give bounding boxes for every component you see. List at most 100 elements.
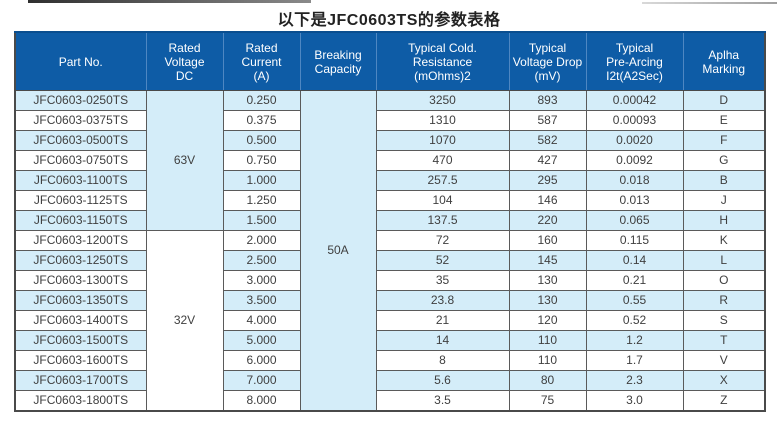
pre-arcing-cell: 3.0 — [585, 390, 684, 412]
cold-resistance-cell: 8 — [375, 350, 510, 371]
table-row: JFC0603-1400TS 4.000 21 120 0.52 S — [14, 310, 766, 331]
pre-arcing-cell: 0.00093 — [585, 110, 684, 131]
rated-current-cell: 0.500 — [222, 130, 301, 151]
part-no-cell: JFC0603-0500TS — [14, 130, 147, 151]
header-rated-current: Rated Current (A) — [222, 31, 301, 91]
rated-current-cell: 5.000 — [222, 330, 301, 351]
voltage-drop-cell: 220 — [508, 210, 587, 231]
part-no-cell: JFC0603-1700TS — [14, 370, 147, 391]
table-row: JFC0603-1100TS 1.000 257.5 295 0.018 B — [14, 170, 766, 191]
pre-arcing-cell: 0.018 — [585, 170, 684, 191]
part-no-cell: JFC0603-1500TS — [14, 330, 147, 351]
pre-arcing-cell: 0.115 — [585, 230, 684, 251]
voltage-drop-cell: 130 — [508, 270, 587, 291]
cold-resistance-cell: 72 — [375, 230, 510, 251]
alpha-marking-cell: J — [682, 190, 766, 211]
part-no-cell: JFC0603-1400TS — [14, 310, 147, 331]
table-row: JFC0603-1250TS 2.500 52 145 0.14 L — [14, 250, 766, 271]
voltage-drop-cell: 146 — [508, 190, 587, 211]
header-alpha-marking: Aplha Marking — [682, 31, 766, 91]
voltage-drop-cell: 145 — [508, 250, 587, 271]
rated-voltage-group-cell: 32V — [145, 230, 224, 412]
part-no-cell: JFC0603-1800TS — [14, 390, 147, 412]
voltage-drop-cell: 427 — [508, 150, 587, 171]
rated-current-cell: 6.000 — [222, 350, 301, 371]
header-rated-voltage: Rated Voltage DC — [145, 31, 224, 91]
part-no-cell: JFC0603-0375TS — [14, 110, 147, 131]
rated-current-cell: 0.375 — [222, 110, 301, 131]
rated-current-cell: 7.000 — [222, 370, 301, 391]
alpha-marking-cell: L — [682, 250, 766, 271]
part-no-cell: JFC0603-1150TS — [14, 210, 147, 231]
top-border-line-left — [28, 0, 311, 3]
cold-resistance-cell: 14 — [375, 330, 510, 351]
table-row: JFC0603-1800TS 8.000 3.5 75 3.0 Z — [14, 390, 766, 412]
header-part-no: Part No. — [14, 31, 147, 91]
header-voltage-drop: Typical Voltage Drop (mV) — [508, 31, 587, 91]
alpha-marking-cell: E — [682, 110, 766, 131]
alpha-marking-cell: Z — [682, 390, 766, 412]
top-border-line-right — [642, 2, 777, 4]
rated-current-cell: 8.000 — [222, 390, 301, 412]
table-row: JFC0603-0375TS 0.375 1310 587 0.00093 E — [14, 110, 766, 131]
voltage-drop-cell: 80 — [508, 370, 587, 391]
part-no-cell: JFC0603-1200TS — [14, 230, 147, 251]
part-no-cell: JFC0603-0250TS — [14, 90, 147, 111]
parameters-table-container: Part No. Rated Voltage DC Rated Current … — [14, 31, 766, 412]
pre-arcing-cell: 0.065 — [585, 210, 684, 231]
part-no-cell: JFC0603-0750TS — [14, 150, 147, 171]
alpha-marking-cell: H — [682, 210, 766, 231]
pre-arcing-cell: 0.52 — [585, 310, 684, 331]
rated-current-cell: 2.500 — [222, 250, 301, 271]
cold-resistance-cell: 3250 — [375, 90, 510, 111]
cold-resistance-cell: 1310 — [375, 110, 510, 131]
rated-current-cell: 1.500 — [222, 210, 301, 231]
part-no-cell: JFC0603-1250TS — [14, 250, 147, 271]
alpha-marking-cell: D — [682, 90, 766, 111]
voltage-drop-cell: 110 — [508, 330, 587, 351]
rated-current-cell: 0.750 — [222, 150, 301, 171]
alpha-marking-cell: O — [682, 270, 766, 291]
alpha-marking-cell: G — [682, 150, 766, 171]
pre-arcing-cell: 0.21 — [585, 270, 684, 291]
table-row: JFC0603-1350TS 3.500 23.8 130 0.55 R — [14, 290, 766, 311]
rated-current-cell: 3.500 — [222, 290, 301, 311]
voltage-drop-cell: 160 — [508, 230, 587, 251]
voltage-drop-cell: 582 — [508, 130, 587, 151]
pre-arcing-cell: 0.55 — [585, 290, 684, 311]
alpha-marking-cell: X — [682, 370, 766, 391]
rated-current-cell: 3.000 — [222, 270, 301, 291]
cold-resistance-cell: 3.5 — [375, 390, 510, 412]
header-breaking-capacity: Breaking Capacity — [299, 31, 377, 91]
part-no-cell: JFC0603-1125TS — [14, 190, 147, 211]
table-row: JFC0603-1150TS 1.500 137.5 220 0.065 H — [14, 210, 766, 231]
cold-resistance-cell: 104 — [375, 190, 510, 211]
alpha-marking-cell: B — [682, 170, 766, 191]
voltage-drop-cell: 110 — [508, 350, 587, 371]
part-no-cell: JFC0603-1350TS — [14, 290, 147, 311]
table-row: JFC0603-0500TS 0.500 1070 582 0.0020 F — [14, 130, 766, 151]
cold-resistance-cell: 1070 — [375, 130, 510, 151]
cold-resistance-cell: 5.6 — [375, 370, 510, 391]
voltage-drop-cell: 120 — [508, 310, 587, 331]
voltage-drop-cell: 893 — [508, 90, 587, 111]
parameters-table: Part No. Rated Voltage DC Rated Current … — [14, 31, 766, 412]
voltage-drop-cell: 130 — [508, 290, 587, 311]
cold-resistance-cell: 137.5 — [375, 210, 510, 231]
part-no-cell: JFC0603-1300TS — [14, 270, 147, 291]
pre-arcing-cell: 1.2 — [585, 330, 684, 351]
alpha-marking-cell: R — [682, 290, 766, 311]
alpha-marking-cell: V — [682, 350, 766, 371]
cold-resistance-cell: 470 — [375, 150, 510, 171]
cold-resistance-cell: 52 — [375, 250, 510, 271]
pre-arcing-cell: 0.0092 — [585, 150, 684, 171]
alpha-marking-cell: K — [682, 230, 766, 251]
rated-current-cell: 4.000 — [222, 310, 301, 331]
page-title: 以下是JFC0603TS的参数表格 — [277, 12, 501, 29]
rated-current-cell: 2.000 — [222, 230, 301, 251]
alpha-marking-cell: S — [682, 310, 766, 331]
alpha-marking-cell: T — [682, 330, 766, 351]
cold-resistance-cell: 21 — [375, 310, 510, 331]
table-row: JFC0603-0750TS 0.750 470 427 0.0092 G — [14, 150, 766, 171]
header-cold-resistance: Typical Cold. Resistance (mOhms)2 — [375, 31, 510, 91]
